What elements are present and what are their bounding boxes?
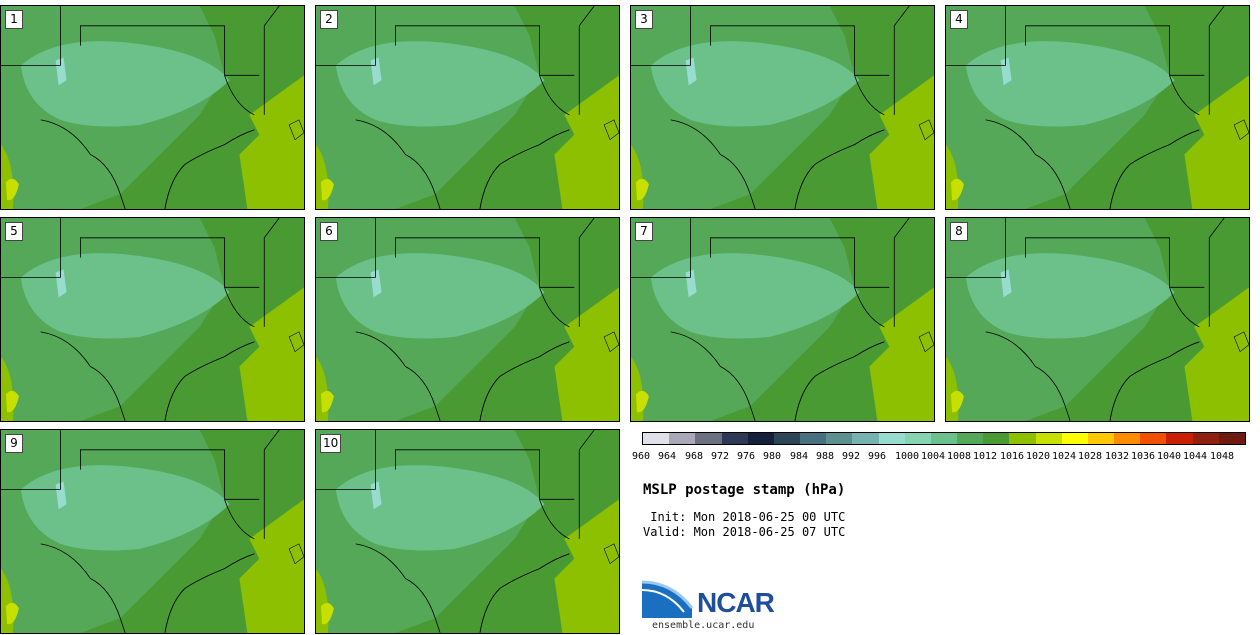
colorbar-tick-label: 1004 <box>921 451 946 462</box>
colorbar-tick-label: 976 <box>737 451 756 462</box>
colorbar-tick-label: 1036 <box>1131 451 1156 462</box>
ensemble-member-label: 2 <box>320 10 338 29</box>
map-panel: 2 <box>315 5 620 210</box>
colorbar-swatch <box>1087 433 1115 444</box>
colorbar-swatch <box>1061 433 1088 444</box>
colorbar-swatch <box>1035 433 1062 444</box>
colorbar-swatch <box>1009 433 1036 444</box>
ncar-logo-icon <box>642 580 694 618</box>
site-url: ensemble.ucar.edu <box>652 620 755 631</box>
pressure-colorbar <box>642 432 1246 445</box>
ensemble-member-label: 5 <box>5 222 23 241</box>
colorbar-tick-label: 968 <box>685 451 704 462</box>
ensemble-member-label: 9 <box>5 434 23 453</box>
colorbar-ticks: 960 964 968 972 976 980 984 988 992 996 1000 1004 10… <box>632 451 1260 465</box>
ensemble-member-label: 7 <box>635 222 653 241</box>
colorbar-swatch <box>904 433 931 444</box>
colorbar-tick-label: 1028 <box>1078 451 1103 462</box>
map-panel: 4 <box>945 5 1250 210</box>
colorbar-tick-label: 972 <box>711 451 730 462</box>
init-time: Init: Mon 2018-06-25 00 UTC <box>643 510 846 524</box>
colorbar-tick-label: 1012 <box>973 451 998 462</box>
map-panel: 6 <box>315 217 620 422</box>
colorbar-swatch <box>643 433 670 444</box>
colorbar-swatch <box>957 433 984 444</box>
colorbar-tick-label: 1032 <box>1105 451 1130 462</box>
map-panel: 9 <box>0 429 305 634</box>
colorbar-swatch <box>930 433 958 444</box>
ensemble-member-label: 3 <box>635 10 653 29</box>
colorbar-tick-label: 992 <box>842 451 861 462</box>
map-panel: 8 <box>945 217 1250 422</box>
ensemble-member-label: 4 <box>950 10 968 29</box>
colorbar-swatch <box>826 433 853 444</box>
colorbar-swatch <box>1218 433 1245 444</box>
colorbar-swatch <box>1192 433 1219 444</box>
colorbar-swatch <box>721 433 748 444</box>
map-panel: 7 <box>630 217 935 422</box>
colorbar-swatch <box>983 433 1010 444</box>
colorbar-tick-label: 960 <box>632 451 651 462</box>
map-panel: 5 <box>0 217 305 422</box>
colorbar-swatch <box>852 433 879 444</box>
colorbar-swatch <box>1166 433 1193 444</box>
colorbar-tick-label: 1048 <box>1210 451 1235 462</box>
colorbar-tick-label: 980 <box>763 451 782 462</box>
colorbar-swatch <box>1114 433 1141 444</box>
colorbar-swatch <box>695 433 722 444</box>
colorbar-swatch <box>1140 433 1167 444</box>
colorbar-tick-label: 1040 <box>1157 451 1182 462</box>
ensemble-member-label: 1 <box>5 10 23 29</box>
ensemble-member-label: 8 <box>950 222 968 241</box>
colorbar-tick-label: 1020 <box>1026 451 1051 462</box>
ensemble-member-label: 10 <box>320 434 342 453</box>
colorbar-swatch <box>800 433 827 444</box>
colorbar-tick-label: 1024 <box>1052 451 1077 462</box>
map-panel: 10 <box>315 429 620 634</box>
ncar-logo-text: NCAR <box>697 587 775 618</box>
colorbar-swatch <box>669 433 696 444</box>
colorbar-swatch <box>747 433 774 444</box>
colorbar-tick-label: 964 <box>658 451 677 462</box>
colorbar-tick-label: 1016 <box>1000 451 1025 462</box>
ensemble-member-label: 6 <box>320 222 338 241</box>
colorbar-tick-label: 996 <box>868 451 887 462</box>
valid-time: Valid: Mon 2018-06-25 07 UTC <box>643 525 846 539</box>
colorbar-swatch <box>773 433 801 444</box>
colorbar-tick-label: 1000 <box>895 451 920 462</box>
colorbar-swatch <box>878 433 905 444</box>
colorbar-tick-label: 988 <box>816 451 835 462</box>
colorbar-tick-label: 1008 <box>947 451 972 462</box>
map-title: MSLP postage stamp (hPa) <box>643 482 846 498</box>
colorbar-tick-label: 984 <box>790 451 809 462</box>
map-panel: 3 <box>630 5 935 210</box>
map-panel: 1 <box>0 5 305 210</box>
colorbar-tick-label: 1044 <box>1183 451 1208 462</box>
